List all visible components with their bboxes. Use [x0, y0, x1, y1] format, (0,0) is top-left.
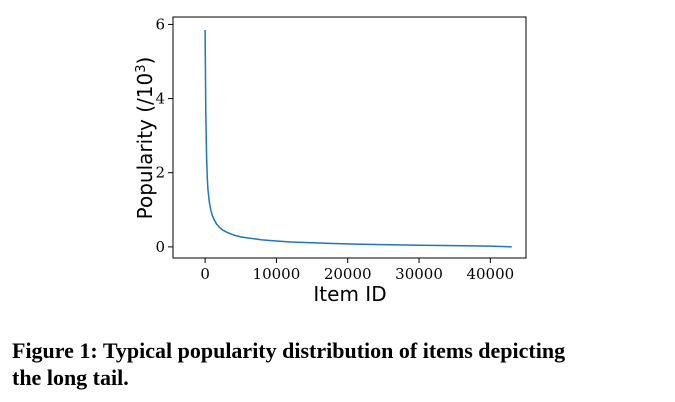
y-axis-title-text: Popularity	[133, 119, 157, 219]
x-tick-label: 40000	[466, 265, 514, 283]
y-tick-label: 2	[155, 164, 165, 182]
popularity-series-line	[204, 29, 512, 248]
x-tick-label: 10000	[253, 265, 301, 283]
figure-caption: Figure 1: Typical popularity distributio…	[12, 337, 662, 391]
x-axis-ticks: 0 10000 20000 30000 40000	[200, 258, 514, 283]
y-tick-label: 0	[155, 238, 165, 256]
y-axis-ticks: 0 2 4 6	[155, 15, 173, 256]
popularity-chart: 0 10000 20000 30000 40000 0 2 4 6 Item ID Popul…	[133, 15, 527, 306]
y-tick-label: 4	[155, 90, 165, 108]
y-axis-unit-base: 10	[133, 73, 157, 98]
x-tick-label: 30000	[395, 265, 443, 283]
y-tick-label: 6	[155, 15, 165, 33]
y-axis-unit-exponent: 3	[134, 64, 149, 72]
x-axis-title: Item ID	[313, 282, 386, 306]
plot-frame	[172, 16, 527, 259]
x-tick-label: 20000	[324, 265, 372, 283]
y-axis-unit-close: )	[133, 57, 157, 65]
caption-line-2: the long tail.	[12, 365, 129, 390]
x-tick-label: 0	[200, 265, 210, 283]
y-axis-title: Popularity (/103)	[133, 57, 157, 220]
caption-line-1: Figure 1: Typical popularity distributio…	[12, 338, 566, 363]
y-axis-unit-open: (/	[133, 98, 157, 119]
